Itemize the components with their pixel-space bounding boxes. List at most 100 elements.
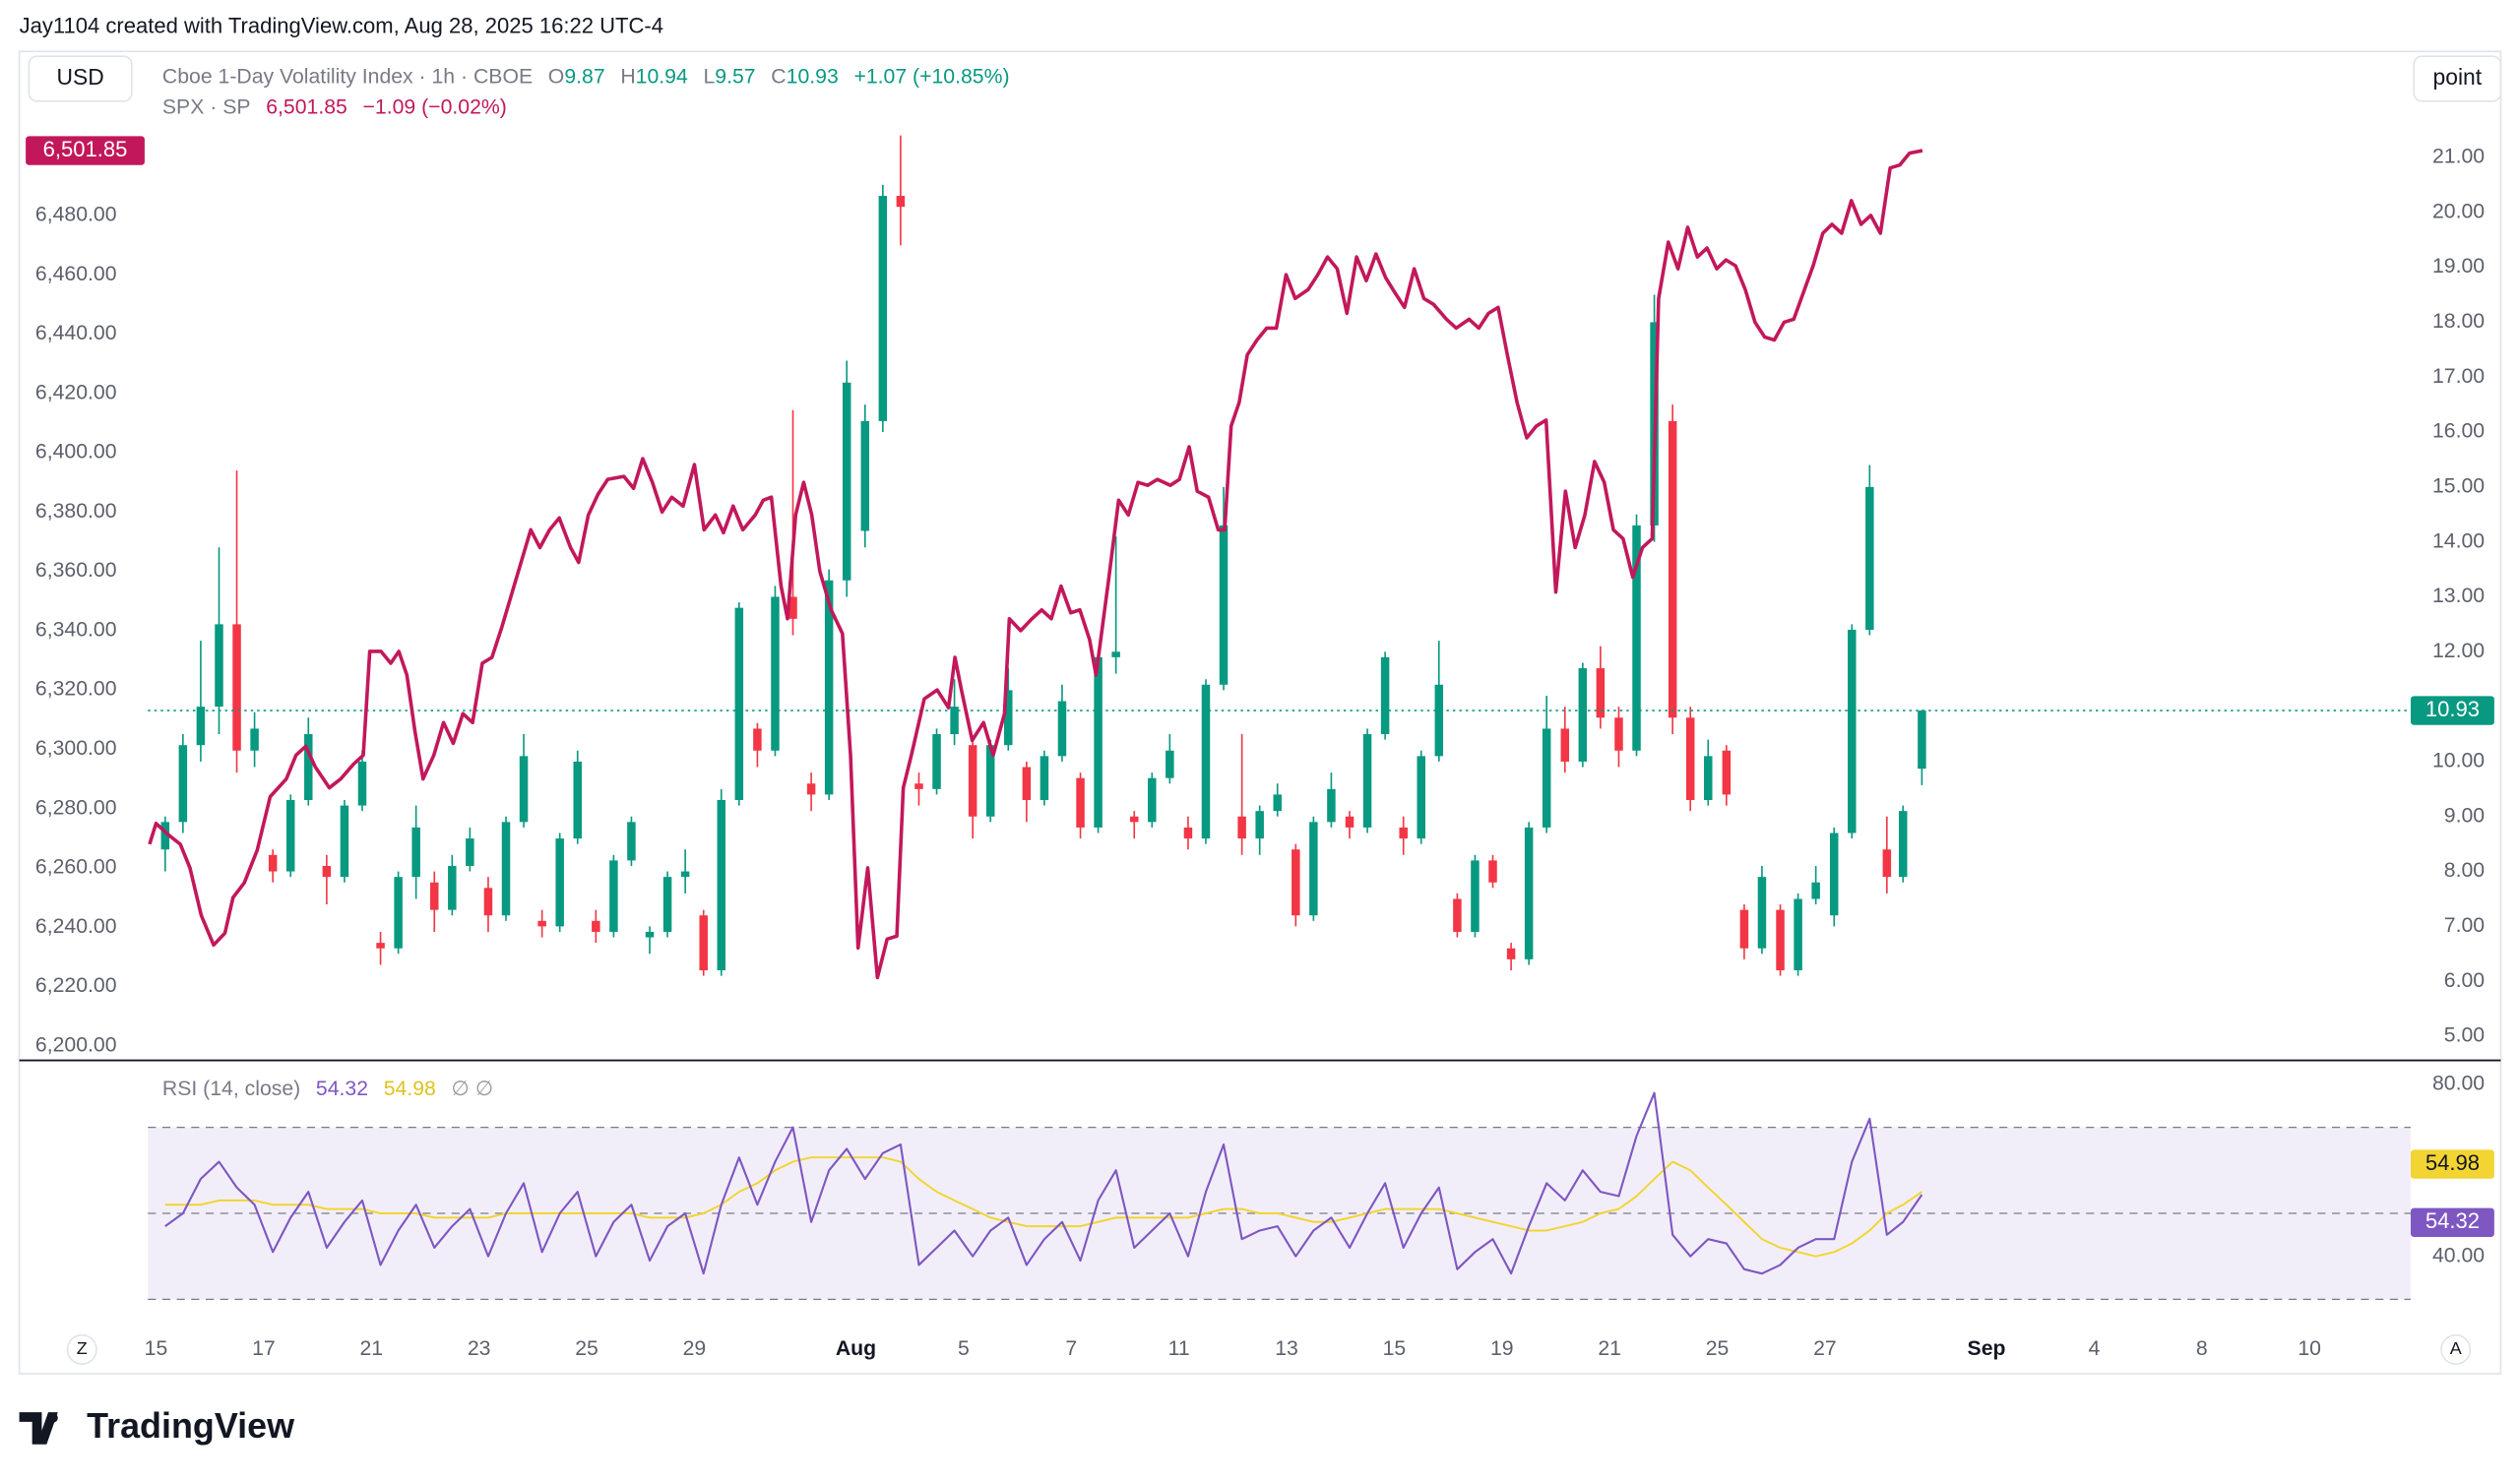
candle-body [232, 624, 241, 751]
candle-body [1882, 849, 1892, 878]
zoom-button[interactable] [66, 1333, 97, 1365]
candle-body [1004, 690, 1013, 746]
candle-body [1739, 909, 1749, 949]
x-tick-label: 7 [1065, 1337, 1077, 1360]
spx-price-badge [26, 136, 145, 165]
candle-body [1362, 734, 1372, 828]
candle-body [1848, 629, 1857, 833]
candle-body [1811, 882, 1820, 899]
candle-body [178, 745, 188, 823]
candle-body [268, 854, 278, 872]
candle-body [1345, 816, 1354, 828]
candle-body [1022, 767, 1032, 801]
unit-button[interactable] [2413, 55, 2502, 102]
spx-name: SPX · SP [162, 95, 251, 118]
candle-body [501, 822, 511, 916]
vix-legend: Cboe 1-Day Volatility Index · 1h · CBOE … [162, 65, 1010, 88]
candle-body [1380, 656, 1390, 735]
y2-tick-label: 12.00 [2432, 640, 2485, 662]
candle-body [1292, 849, 1300, 916]
candle-body [1434, 684, 1444, 757]
candle-body [285, 800, 295, 872]
candle-body [753, 728, 762, 751]
logo-dot [47, 1412, 58, 1423]
x-tick-label: 15 [145, 1337, 168, 1360]
ohlc-label: O [548, 65, 565, 88]
candle-body [627, 822, 636, 861]
logo-text: TradingView [87, 1405, 294, 1446]
candle-body [1399, 827, 1408, 839]
candle-body [1057, 701, 1067, 757]
x-tick-label: 25 [575, 1337, 598, 1360]
candle-body [699, 915, 708, 971]
x-tick-label: 21 [359, 1337, 383, 1360]
vix-price-label: 10.93 [2426, 697, 2480, 721]
candle-body [1201, 684, 1211, 839]
y-tick-label: 6,420.00 [35, 381, 117, 403]
y2-tick-label: 16.00 [2432, 420, 2485, 443]
candle-body [1632, 525, 1641, 751]
candle-body [304, 734, 313, 801]
candle-body [1898, 811, 1908, 878]
candle-body [1094, 656, 1102, 828]
x-tick-label: Aug [836, 1337, 876, 1360]
currency[interactable]: USD [57, 64, 104, 90]
rsi-tick-label: 40.00 [2432, 1244, 2485, 1266]
rsi-ma-value: 54.98 [384, 1078, 436, 1100]
candle-body [322, 865, 332, 878]
candle-body [717, 800, 726, 971]
rsi-tick-label: 80.00 [2432, 1073, 2485, 1095]
y-tick-label: 6,380.00 [35, 500, 117, 523]
candle-body [1865, 486, 1874, 630]
candle-body [411, 827, 420, 878]
y2-tick-label: 15.00 [2432, 474, 2485, 497]
candle-body [1148, 777, 1157, 823]
candle-body [968, 745, 977, 817]
candle-body [250, 728, 259, 751]
x-tick-label: 29 [683, 1337, 707, 1360]
candle-body [1111, 651, 1120, 657]
y2-tick-label: 13.00 [2432, 585, 2485, 607]
auto-button[interactable] [2440, 1333, 2472, 1365]
candle-body [1614, 717, 1623, 751]
spx-change: −1.09 (−0.02%) [363, 95, 507, 118]
candle-body [1273, 794, 1282, 812]
y-tick-label: 6,240.00 [35, 915, 117, 938]
y2-tick-label: 20.00 [2432, 200, 2485, 222]
y2-tick-label: 7.00 [2444, 914, 2485, 937]
zoom-label[interactable]: Z [77, 1338, 88, 1358]
rsi-name: RSI (14, close) [162, 1078, 300, 1100]
candle-body [1237, 816, 1246, 839]
y2-tick-label: 8.00 [2444, 859, 2485, 882]
spx-line [148, 149, 1923, 980]
rsi-ma-badge [2410, 1149, 2494, 1179]
candle-body [394, 877, 403, 949]
currency-button[interactable] [28, 55, 133, 102]
ohlc-value: 9.57 [715, 65, 755, 88]
rsi-ma-label: 54.98 [2426, 1150, 2480, 1175]
y-tick-label: 6,440.00 [35, 322, 117, 344]
x-tick-label: 19 [1490, 1337, 1514, 1360]
x-tick-label: 21 [1598, 1337, 1621, 1360]
rsi-badge [2410, 1207, 2494, 1237]
y-tick-label: 6,320.00 [35, 678, 117, 701]
candle-body [376, 943, 385, 949]
candle-body [1130, 816, 1139, 823]
candle-body [680, 871, 690, 878]
rsi-value: 54.32 [316, 1078, 368, 1100]
candle-body [1488, 860, 1497, 883]
candle-body [430, 882, 439, 910]
candle-body [555, 838, 564, 927]
ohlc-value: 9.87 [564, 65, 604, 88]
credit: Jay1104 created with TradingView.com, Au… [20, 14, 663, 38]
x-tick-label: 8 [2196, 1337, 2208, 1360]
ohlc-label: H [620, 65, 635, 88]
candle-body [1327, 788, 1336, 823]
unit[interactable]: point [2433, 64, 2483, 90]
candle-body [1309, 822, 1318, 916]
candle-body [1506, 948, 1516, 959]
auto-label[interactable]: A [2450, 1338, 2462, 1358]
candle-body [357, 761, 367, 806]
